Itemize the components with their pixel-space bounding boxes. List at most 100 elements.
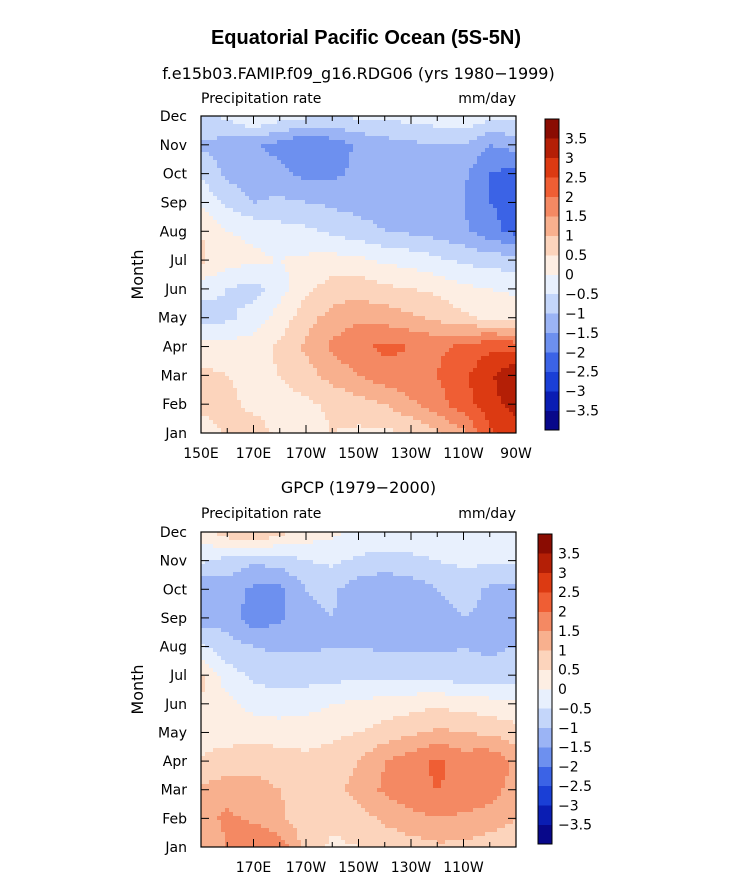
heatmap-cell	[513, 232, 517, 237]
heatmap-cell	[445, 356, 450, 361]
heatmap-cell	[465, 316, 470, 321]
heatmap-cell	[209, 224, 214, 229]
heatmap-cell	[213, 332, 218, 337]
heatmap-cell	[441, 240, 446, 245]
heatmap-cell	[281, 160, 286, 165]
heatmap-cell	[369, 124, 374, 129]
heatmap-cell	[473, 296, 478, 301]
heatmap-cell	[373, 292, 378, 297]
heatmap-cell	[433, 152, 438, 157]
heatmap-cell	[249, 356, 254, 361]
heatmap-cell	[273, 240, 278, 245]
heatmap-cell	[309, 308, 314, 313]
heatmap-cell	[281, 312, 286, 317]
heatmap-cell	[225, 304, 230, 309]
heatmap-cell	[493, 212, 498, 217]
heatmap-cell	[457, 304, 462, 309]
heatmap-cell	[221, 324, 226, 329]
heatmap-cell	[369, 168, 374, 173]
heatmap-cell	[245, 324, 250, 329]
heatmap-cell	[469, 344, 474, 349]
heatmap-cell	[281, 172, 286, 177]
heatmap-cell	[317, 320, 322, 325]
heatmap-cell	[497, 360, 502, 365]
heatmap-cell	[289, 220, 294, 225]
heatmap-cell	[337, 172, 342, 177]
heatmap-cell	[205, 172, 210, 177]
heatmap-cell	[333, 352, 338, 357]
heatmap-cell	[373, 336, 378, 341]
heatmap-cell	[369, 328, 374, 333]
heatmap-cell	[285, 348, 290, 353]
heatmap-cell	[397, 176, 402, 181]
heatmap-cell	[217, 132, 222, 137]
heatmap-cell	[389, 332, 394, 337]
heatmap-cell	[457, 224, 462, 229]
heatmap-cell	[209, 320, 214, 325]
heatmap-cell	[481, 248, 486, 253]
heatmap-cell	[245, 368, 250, 373]
heatmap-cell	[437, 124, 442, 129]
heatmap-cell	[305, 200, 310, 205]
heatmap-cell	[505, 124, 510, 129]
heatmap-cell	[229, 352, 234, 357]
heatmap-cell	[249, 116, 254, 121]
heatmap-cell	[393, 128, 398, 133]
heatmap-cell	[201, 256, 206, 261]
heatmap-cell	[365, 132, 370, 137]
heatmap-cell	[397, 132, 402, 137]
heatmap-cell	[497, 324, 502, 329]
heatmap-cell	[305, 172, 310, 177]
heatmap-cell	[349, 264, 354, 269]
heatmap-cell	[505, 304, 510, 309]
heatmap-cell	[337, 320, 342, 325]
heatmap-cell	[361, 300, 366, 305]
heatmap-cell	[321, 208, 326, 213]
heatmap-cell	[245, 296, 250, 301]
heatmap-cell	[513, 348, 517, 353]
heatmap-cell	[213, 140, 218, 145]
heatmap-cell	[501, 232, 506, 237]
heatmap-cell	[345, 232, 350, 237]
heatmap-cell	[277, 288, 282, 293]
heatmap-cell	[241, 244, 246, 249]
heatmap-cell	[357, 152, 362, 157]
heatmap-cell	[205, 284, 210, 289]
heatmap-cell	[333, 200, 338, 205]
heatmap-cell	[257, 160, 262, 165]
heatmap-cell	[373, 288, 378, 293]
heatmap-cell	[233, 308, 238, 313]
heatmap-cell	[217, 124, 222, 129]
heatmap-cell	[269, 348, 274, 353]
heatmap-cell	[377, 156, 382, 161]
heatmap-cell	[269, 248, 274, 253]
heatmap-cell	[229, 140, 234, 145]
heatmap-cell	[493, 352, 498, 357]
heatmap-cell	[353, 348, 358, 353]
heatmap-cell	[493, 276, 498, 281]
heatmap-cell	[237, 156, 242, 161]
heatmap-cell	[429, 248, 434, 253]
heatmap-cell	[361, 304, 366, 309]
heatmap-cell	[493, 208, 498, 213]
heatmap-cell	[257, 296, 262, 301]
heatmap-cell	[449, 292, 454, 297]
heatmap-cell	[381, 220, 386, 225]
heatmap-cell	[289, 312, 294, 317]
heatmap-cell	[445, 328, 450, 333]
heatmap-cell	[421, 308, 426, 313]
heatmap-cell	[513, 132, 517, 137]
heatmap-cell	[297, 296, 302, 301]
heatmap-cell	[369, 176, 374, 181]
heatmap-cell	[485, 288, 490, 293]
heatmap-cell	[225, 200, 230, 205]
heatmap-cell	[473, 288, 478, 293]
heatmap-cell	[297, 148, 302, 153]
heatmap-cell	[317, 276, 322, 281]
heatmap-cell	[253, 132, 258, 137]
heatmap-cell	[213, 256, 218, 261]
heatmap-cell	[513, 312, 517, 317]
heatmap-cell	[357, 288, 362, 293]
heatmap-cell	[297, 288, 302, 293]
heatmap-cell	[249, 348, 254, 353]
